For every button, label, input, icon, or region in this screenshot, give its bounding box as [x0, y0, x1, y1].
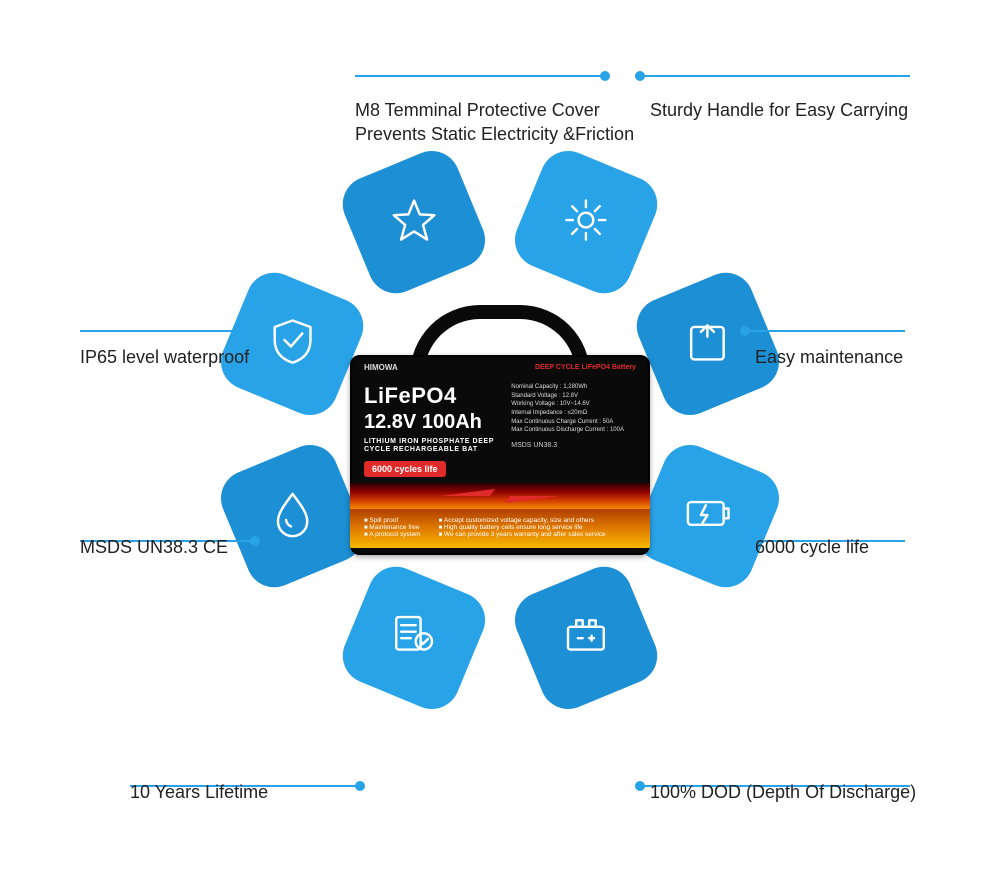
share-box-icon [682, 315, 734, 367]
water-drop-icon [266, 488, 318, 540]
star-icon [388, 194, 440, 246]
battery-spec-list: Nominal Capacity : 1,280WhStandard Volta… [511, 383, 636, 451]
battery-bolt-band [350, 483, 650, 509]
feature-label-star: Sturdy Handle for Easy Carrying [650, 98, 908, 122]
certificate-icon [388, 609, 440, 661]
battery-bullets-left: Spill proofMaintenance freeA protocol sy… [364, 517, 421, 538]
battery-title: LiFePO4 [364, 383, 501, 409]
product-battery: HIMOWA DEEP CYCLE LiFePO4 Battery LiFePO… [350, 305, 650, 555]
battery-bullets: Spill proofMaintenance freeA protocol sy… [350, 509, 650, 548]
feature-label-gear: Easy maintenance [755, 345, 903, 369]
battery-brand: HIMOWA [364, 363, 398, 372]
battery-tagline: DEEP CYCLE LiFePO4 Battery [535, 364, 636, 371]
feature-label-drop: IP65 level waterproof [80, 345, 249, 369]
battery-voltage: 12.8V 100Ah [364, 411, 501, 434]
battery-cycles-badge: 6000 cycles life [364, 461, 446, 477]
feature-segment-drop [212, 436, 371, 595]
battery-icon [560, 609, 612, 661]
feature-segment-cert [334, 558, 493, 717]
battery-bullets-right: Accept customized voltage capacity, size… [439, 517, 606, 538]
feature-segment-battery [506, 558, 665, 717]
feature-label-shield: M8 Temminal Protective Cover Prevents St… [355, 98, 634, 147]
feature-label-share: 6000 cycle life [755, 535, 869, 559]
feature-segment-star [334, 142, 493, 301]
feature-label-cert: MSDS UN38.3 CE [80, 535, 228, 559]
infographic-stage: M8 Temminal Protective Cover Prevents St… [0, 0, 1000, 880]
leader-line [745, 330, 905, 332]
feature-segment-gear [506, 142, 665, 301]
feature-segment-share [628, 264, 787, 423]
lightning-icon [440, 485, 560, 507]
feature-label-battery: 10 Years Lifetime [130, 780, 268, 804]
leader-line [640, 75, 910, 77]
battery-body: HIMOWA DEEP CYCLE LiFePO4 Battery LiFePO… [350, 355, 650, 555]
feature-label-charge: 100% DOD (Depth Of Discharge) [650, 780, 916, 804]
leader-line [355, 75, 605, 77]
leader-line [80, 330, 255, 332]
feature-segment-shield [212, 264, 371, 423]
battery-bolt-icon [682, 488, 734, 540]
shield-check-icon [266, 315, 318, 367]
feature-segment-charge [628, 436, 787, 595]
gear-icon [560, 194, 612, 246]
battery-subtitle: LITHIUM IRON PHOSPHATE DEEP CYCLE RECHAR… [364, 438, 501, 455]
